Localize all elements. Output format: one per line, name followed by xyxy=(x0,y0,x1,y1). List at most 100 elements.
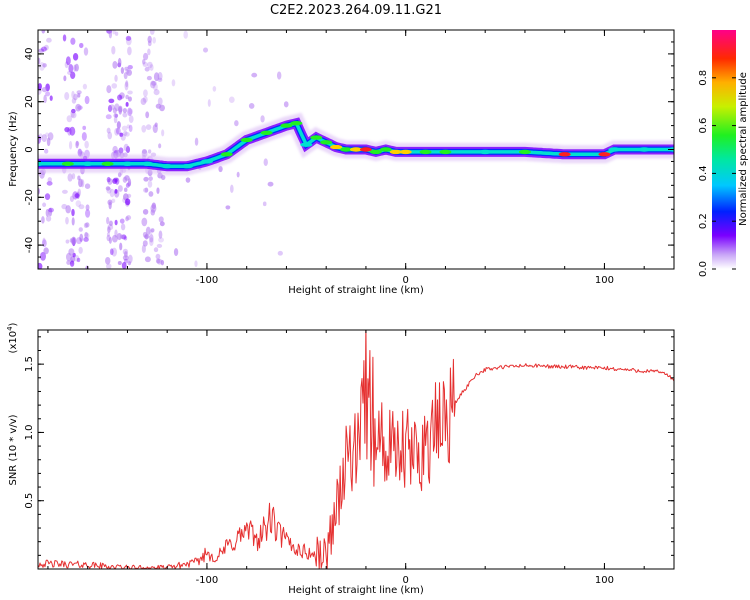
speckle xyxy=(107,224,114,231)
speckle xyxy=(47,132,54,141)
ridge-point xyxy=(161,164,174,169)
ridge-point xyxy=(518,149,531,155)
speckle xyxy=(143,176,149,182)
speckle xyxy=(84,231,89,238)
ridge-point xyxy=(479,149,492,155)
speckle xyxy=(144,66,150,72)
speckle xyxy=(112,107,117,114)
speckle xyxy=(63,75,67,82)
speckle xyxy=(105,186,111,191)
speckle xyxy=(194,260,198,268)
speckle xyxy=(155,253,161,260)
speckle xyxy=(161,129,165,137)
speckle xyxy=(124,66,129,71)
speckle xyxy=(149,233,154,243)
speckle xyxy=(141,124,147,133)
speckle xyxy=(78,178,83,188)
speckle xyxy=(260,115,265,123)
colorbar-tick-label: 0.0 xyxy=(698,261,709,277)
ridge-point xyxy=(340,147,353,152)
y-tick-label: -40 xyxy=(24,237,35,253)
colorbar-label: Normalized spectral amplitude xyxy=(738,72,749,226)
spectrogram-x-ticks: -100 0 100 xyxy=(47,30,645,286)
speckle xyxy=(113,113,119,118)
spectrogram-speckles xyxy=(38,30,289,269)
colorbar-tick-label: 0.8 xyxy=(698,70,709,86)
speckle xyxy=(120,223,126,231)
speckle xyxy=(160,259,165,266)
speckle xyxy=(114,103,120,112)
y-tick-label: 40 xyxy=(24,48,35,61)
speckle xyxy=(236,171,240,178)
speckle xyxy=(125,94,129,100)
speckle xyxy=(69,260,75,267)
speckle xyxy=(119,218,125,224)
speckle xyxy=(116,121,121,129)
speckle xyxy=(145,111,150,119)
speckle xyxy=(107,131,113,140)
speckle xyxy=(154,122,158,128)
speckle xyxy=(111,247,117,257)
ridge-point xyxy=(389,149,402,155)
speckle xyxy=(141,148,147,155)
speckle xyxy=(251,72,258,78)
speckle xyxy=(127,178,132,187)
spectrogram-y-ticks: -40 -20 0 20 40 xyxy=(24,29,674,270)
x-tick-label: 0 xyxy=(403,575,409,586)
speckle xyxy=(117,172,122,178)
speckle xyxy=(248,103,255,109)
speckle xyxy=(126,193,132,199)
speckle xyxy=(84,95,90,105)
speckle xyxy=(194,137,199,146)
speckle xyxy=(108,220,113,227)
speckle xyxy=(108,30,113,39)
speckle xyxy=(283,101,289,108)
y-tick-label: 1.5 xyxy=(24,356,35,372)
speckle xyxy=(123,143,129,152)
ridge-blobs xyxy=(38,121,674,169)
speckle xyxy=(61,189,68,194)
speckle xyxy=(123,236,128,241)
speckle xyxy=(65,56,71,66)
speckle xyxy=(114,31,119,36)
speckle xyxy=(118,105,123,113)
speckle xyxy=(64,92,70,101)
speckle xyxy=(109,248,114,256)
ridge-point xyxy=(101,161,114,167)
speckle xyxy=(123,187,128,193)
y-tick-label: 1.0 xyxy=(24,424,35,440)
speckle xyxy=(142,96,148,103)
speckle xyxy=(147,48,151,56)
speckle xyxy=(41,134,47,143)
speckle xyxy=(125,36,132,46)
speckle xyxy=(125,101,129,107)
speckle xyxy=(71,97,77,104)
speckle xyxy=(67,70,73,76)
x-tick-label: 100 xyxy=(595,275,614,286)
ridge-point xyxy=(290,121,303,126)
speckle xyxy=(122,107,128,114)
speckle xyxy=(142,240,148,247)
speckle xyxy=(114,74,118,82)
speckle xyxy=(45,209,50,217)
speckle xyxy=(85,209,91,218)
x-tick-label: -100 xyxy=(196,275,219,286)
speckle xyxy=(183,30,188,39)
speckle xyxy=(125,80,129,88)
y-tick-label: 0 xyxy=(24,146,35,152)
speckle xyxy=(66,115,73,123)
ridge-point xyxy=(419,149,432,155)
speckle xyxy=(107,105,113,113)
speckle xyxy=(150,228,155,233)
speckle xyxy=(68,63,74,73)
speckle xyxy=(121,125,128,131)
speckle xyxy=(75,140,79,149)
snr-y-label: SNR (10 * v/v) xyxy=(8,414,19,485)
speckle xyxy=(149,237,154,247)
speckle xyxy=(125,68,130,74)
speckle xyxy=(107,178,113,185)
colorbar-ticks: 0.0 0.2 0.4 0.6 0.8 xyxy=(698,70,736,277)
speckle xyxy=(145,226,151,236)
ridge-point xyxy=(369,149,382,155)
ridge-point xyxy=(280,123,293,128)
